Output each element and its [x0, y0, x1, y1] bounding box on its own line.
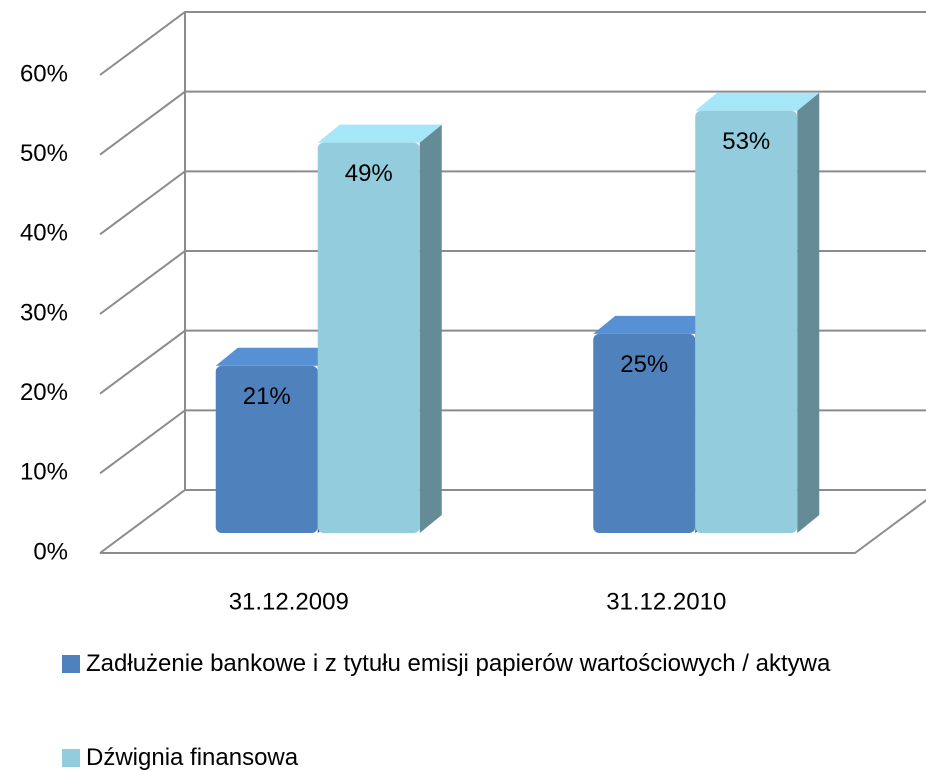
bar-front: [593, 333, 696, 533]
y-tick-label: 20%: [20, 379, 68, 406]
x-tick-label: 31.12.2009: [229, 588, 349, 615]
floor: [100, 499, 926, 554]
bar-front: [317, 142, 420, 533]
y-tick-label: 50%: [20, 140, 68, 167]
grid-line: [99, 90, 926, 156]
legend-label: Dźwignia finansowa: [86, 744, 299, 770]
legend-item: Zadłużenie bankowe i z tytułu emisji pap…: [62, 646, 912, 682]
grid-line: [99, 11, 926, 76]
bar-top: [593, 315, 718, 334]
grid-line: [99, 170, 926, 236]
legend-swatch: [62, 655, 80, 673]
y-tick-label: 30%: [20, 299, 68, 326]
data-label: 49%: [345, 160, 393, 187]
y-tick-label: 0%: [33, 538, 68, 565]
bar: [695, 92, 820, 534]
legend-swatch: [62, 749, 80, 767]
bar-top: [215, 347, 340, 366]
bar-top: [317, 124, 442, 143]
data-label: 25%: [620, 351, 668, 378]
grid-line: [99, 250, 926, 315]
data-label: 21%: [243, 383, 291, 410]
x-tick-label: 31.12.2010: [606, 588, 726, 615]
y-tick-label: 60%: [20, 60, 68, 87]
bar-side: [797, 92, 820, 534]
bar-front: [695, 110, 798, 534]
bar: [317, 124, 442, 533]
bar-front: [215, 365, 318, 533]
legend-label: Zadłużenie bankowe i z tytułu emisji pap…: [86, 650, 831, 677]
bar-top: [695, 92, 820, 111]
bar-side: [419, 124, 442, 533]
y-tick-label: 10%: [20, 459, 68, 486]
y-tick-label: 40%: [20, 220, 68, 247]
data-label: 53%: [722, 128, 770, 155]
legend-item: Dźwignia finansowa: [62, 740, 912, 770]
